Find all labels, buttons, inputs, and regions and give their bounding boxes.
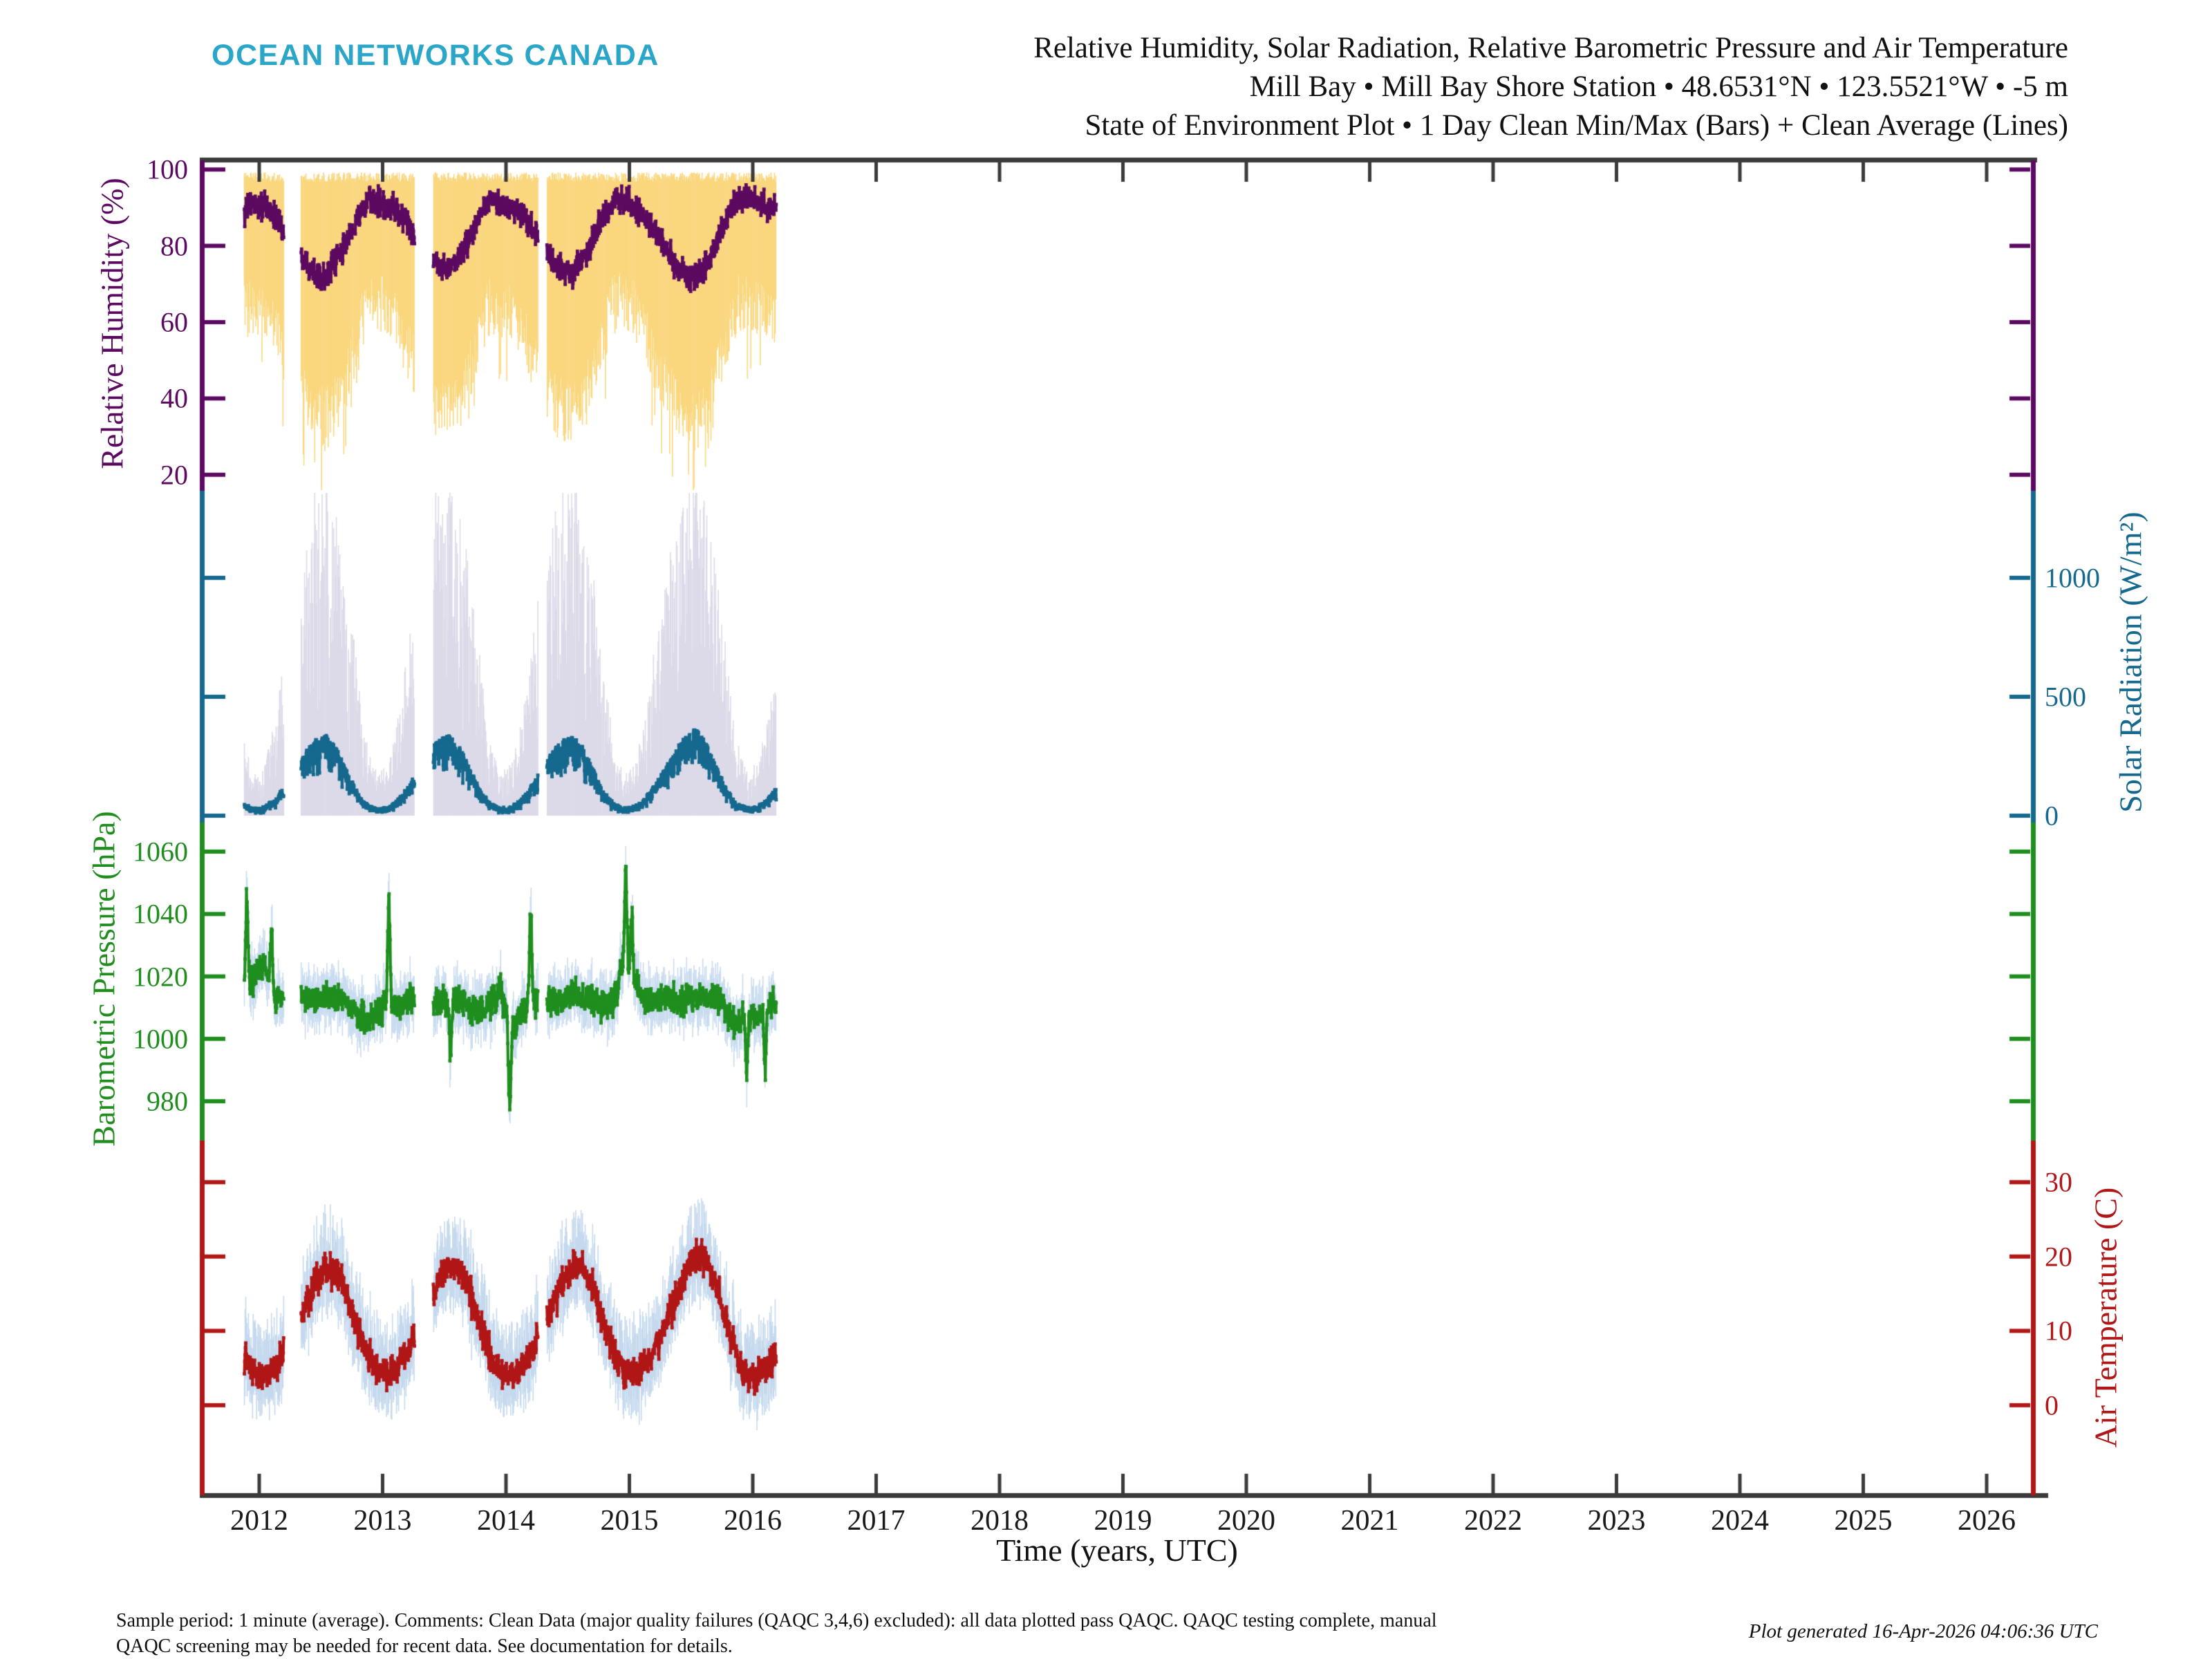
xtick-2020: 2020 <box>1217 1505 1275 1537</box>
footer-note-line-1: Sample period: 1 minute (average). Comme… <box>116 1610 1437 1631</box>
xtick-2014: 2014 <box>477 1505 535 1537</box>
xtick-2018: 2018 <box>971 1505 1029 1537</box>
ytick-relative_humidity-80: 80 <box>160 230 188 262</box>
footer-note: Sample period: 1 minute (average). Comme… <box>116 1608 1437 1659</box>
page-title: Relative Humidity, Solar Radiation, Rela… <box>1033 32 2068 64</box>
xtick-2019: 2019 <box>1094 1505 1152 1537</box>
footer-note-line-2: QAQC screening may be needed for recent … <box>116 1635 733 1657</box>
xtick-2015: 2015 <box>600 1505 659 1537</box>
ytick-barometric_pressure-1000: 1000 <box>133 1023 188 1055</box>
xtick-2025: 2025 <box>1834 1505 1893 1537</box>
xtick-2013: 2013 <box>353 1505 412 1537</box>
station-subtitle: Mill Bay • Mill Bay Shore Station • 48.6… <box>1249 71 2068 103</box>
xtick-2012: 2012 <box>230 1505 288 1537</box>
ocean-networks-canada-logo: OCEAN NETWORKS CANADA <box>212 39 659 72</box>
ytick-solar_radiation-0: 0 <box>2045 800 2059 832</box>
ytick-air_temperature-30: 30 <box>2045 1166 2072 1198</box>
ytick-relative_humidity-20: 20 <box>160 459 188 491</box>
ytick-relative_humidity-60: 60 <box>160 306 188 338</box>
axis-title-air_temperature: Air Temperature (C) <box>2088 1187 2124 1448</box>
xtick-2024: 2024 <box>1711 1505 1769 1537</box>
ytick-barometric_pressure-1060: 1060 <box>133 836 188 868</box>
plot-generated-timestamp: Plot generated 16-Apr-2026 04:06:36 UTC <box>1748 1620 2098 1642</box>
ytick-air_temperature-10: 10 <box>2045 1315 2072 1347</box>
plot-type-subtitle: State of Environment Plot • 1 Day Clean … <box>1085 109 2068 142</box>
ytick-barometric_pressure-1040: 1040 <box>133 898 188 930</box>
axis-title-solar_radiation: Solar Radiation (W/m²) <box>2112 512 2148 813</box>
ytick-barometric_pressure-980: 980 <box>147 1085 188 1117</box>
xtick-2026: 2026 <box>1958 1505 2016 1537</box>
xtick-2022: 2022 <box>1464 1505 1522 1537</box>
title-block: Relative Humidity, Solar Radiation, Rela… <box>1033 29 2068 145</box>
ytick-air_temperature-20: 20 <box>2045 1241 2072 1273</box>
xtick-2017: 2017 <box>847 1505 906 1537</box>
ytick-solar_radiation-500: 500 <box>2045 681 2086 713</box>
xtick-2023: 2023 <box>1587 1505 1646 1537</box>
ytick-air_temperature-0: 0 <box>2045 1389 2059 1421</box>
axis-title-relative_humidity: Relative Humidity (%) <box>94 178 130 469</box>
ytick-solar_radiation-1000: 1000 <box>2045 562 2100 594</box>
ytick-barometric_pressure-1020: 1020 <box>133 961 188 993</box>
x-axis-title: Time (years, UTC) <box>996 1533 1238 1568</box>
ytick-relative_humidity-100: 100 <box>147 153 188 185</box>
xtick-2021: 2021 <box>1340 1505 1399 1537</box>
ytick-relative_humidity-40: 40 <box>160 382 188 414</box>
xtick-2016: 2016 <box>724 1505 782 1537</box>
axis-title-barometric_pressure: Barometric Pressure (hPa) <box>86 811 122 1147</box>
